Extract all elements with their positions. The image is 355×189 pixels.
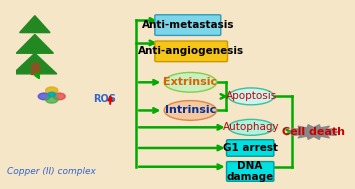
Text: Anti-angiogenesis: Anti-angiogenesis [138,46,244,56]
FancyBboxPatch shape [155,41,228,62]
Text: Cell death: Cell death [282,127,345,137]
Text: Apoptosis: Apoptosis [225,91,277,101]
Circle shape [46,87,58,94]
Text: Extrinsic: Extrinsic [163,77,217,87]
Bar [31,63,39,74]
Text: DNA
damage: DNA damage [226,161,274,182]
Circle shape [46,96,58,103]
Polygon shape [16,34,54,53]
Ellipse shape [228,88,274,105]
Ellipse shape [164,72,217,92]
Text: G1 arrest: G1 arrest [223,143,278,153]
Circle shape [38,93,50,100]
Text: Intrinsic: Intrinsic [165,105,216,115]
Text: Autophagy: Autophagy [223,122,279,132]
Polygon shape [13,53,57,74]
FancyBboxPatch shape [226,162,274,181]
Polygon shape [20,16,50,33]
Text: ROS: ROS [93,94,116,104]
Text: Copper (II) complex: Copper (II) complex [7,167,96,176]
Circle shape [48,92,56,97]
Text: Anti-metastasis: Anti-metastasis [142,20,234,30]
Ellipse shape [164,101,217,120]
Circle shape [53,93,65,100]
FancyBboxPatch shape [155,15,221,35]
Polygon shape [288,125,339,139]
Ellipse shape [228,119,274,135]
FancyBboxPatch shape [226,140,274,156]
